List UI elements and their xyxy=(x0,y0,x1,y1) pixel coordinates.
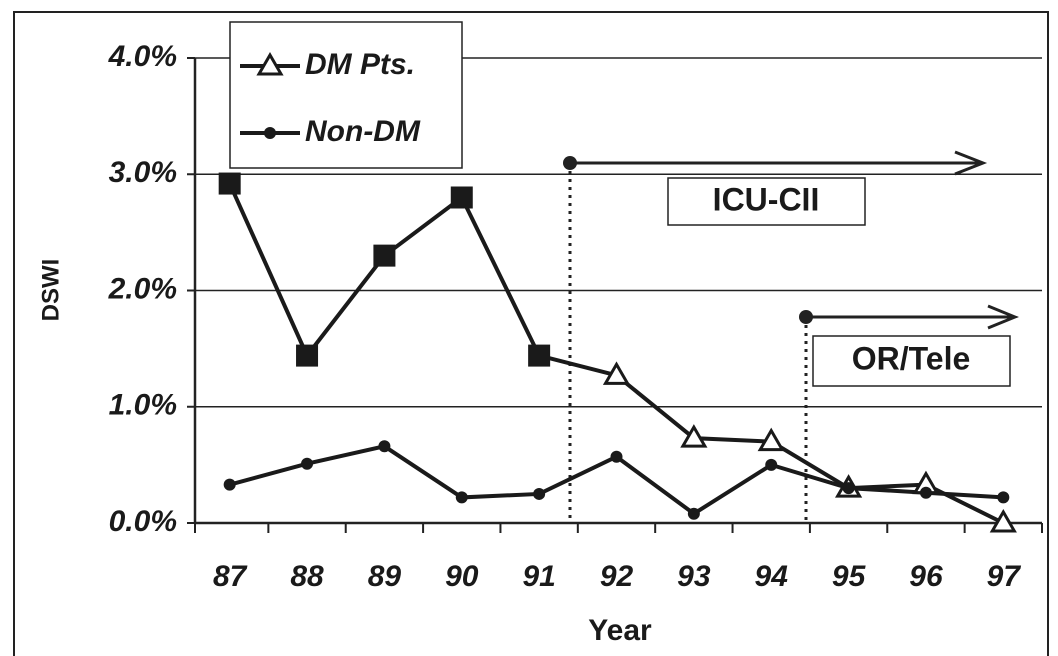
marker xyxy=(223,478,236,491)
marker xyxy=(997,491,1010,504)
marker xyxy=(301,457,314,470)
marker xyxy=(218,172,241,195)
y-tick-label: 2.0% xyxy=(108,272,177,305)
marker xyxy=(757,427,785,452)
x-tick-label: 96 xyxy=(909,560,943,593)
y-tick-label: 0.0% xyxy=(109,505,177,538)
marker xyxy=(989,509,1017,533)
x-tick-label: 92 xyxy=(600,560,634,593)
marker xyxy=(765,458,778,471)
x-tick-label: 90 xyxy=(445,560,479,593)
y-tick-label: 1.0% xyxy=(109,389,177,422)
marker xyxy=(602,361,631,385)
marker xyxy=(373,244,396,267)
x-tick-label: 94 xyxy=(755,560,789,593)
x-tick-label: 87 xyxy=(213,560,248,593)
marker xyxy=(610,450,623,463)
arrow-dot xyxy=(799,310,813,324)
x-tick-label: 93 xyxy=(677,560,711,593)
legend-box xyxy=(229,21,463,169)
legend-label: DM Pts. xyxy=(305,48,415,81)
marker xyxy=(450,186,473,209)
marker xyxy=(296,344,319,367)
annotation: OR/Tele xyxy=(852,340,971,376)
x-tick-label: 91 xyxy=(522,560,555,593)
x-tick-label: 97 xyxy=(987,560,1022,593)
marker xyxy=(533,487,546,500)
arrow-head xyxy=(987,304,1019,330)
marker xyxy=(842,482,855,495)
y-tick-label: 4.0% xyxy=(108,40,177,73)
y-tick-label: 3.0% xyxy=(109,156,177,189)
marker xyxy=(378,440,391,453)
x-axis-title: Year xyxy=(588,614,652,647)
marker xyxy=(528,344,551,367)
x-tick-label: 88 xyxy=(290,560,324,593)
y-axis-title: DSWI xyxy=(37,259,64,322)
marker xyxy=(455,491,468,504)
marker xyxy=(680,424,708,448)
annotation-box xyxy=(667,177,866,226)
annotation-box xyxy=(812,335,1011,387)
frame xyxy=(13,11,1049,656)
marker xyxy=(687,507,700,520)
annotation: ICU-CII xyxy=(713,181,820,217)
marker xyxy=(919,486,932,499)
marker xyxy=(256,52,284,76)
arrow-head xyxy=(954,150,988,176)
x-tick-label: 95 xyxy=(832,560,867,593)
legend-label: Non-DM xyxy=(305,115,421,148)
marker xyxy=(264,127,276,139)
arrow-dot xyxy=(563,156,577,170)
x-tick-label: 89 xyxy=(368,560,402,593)
